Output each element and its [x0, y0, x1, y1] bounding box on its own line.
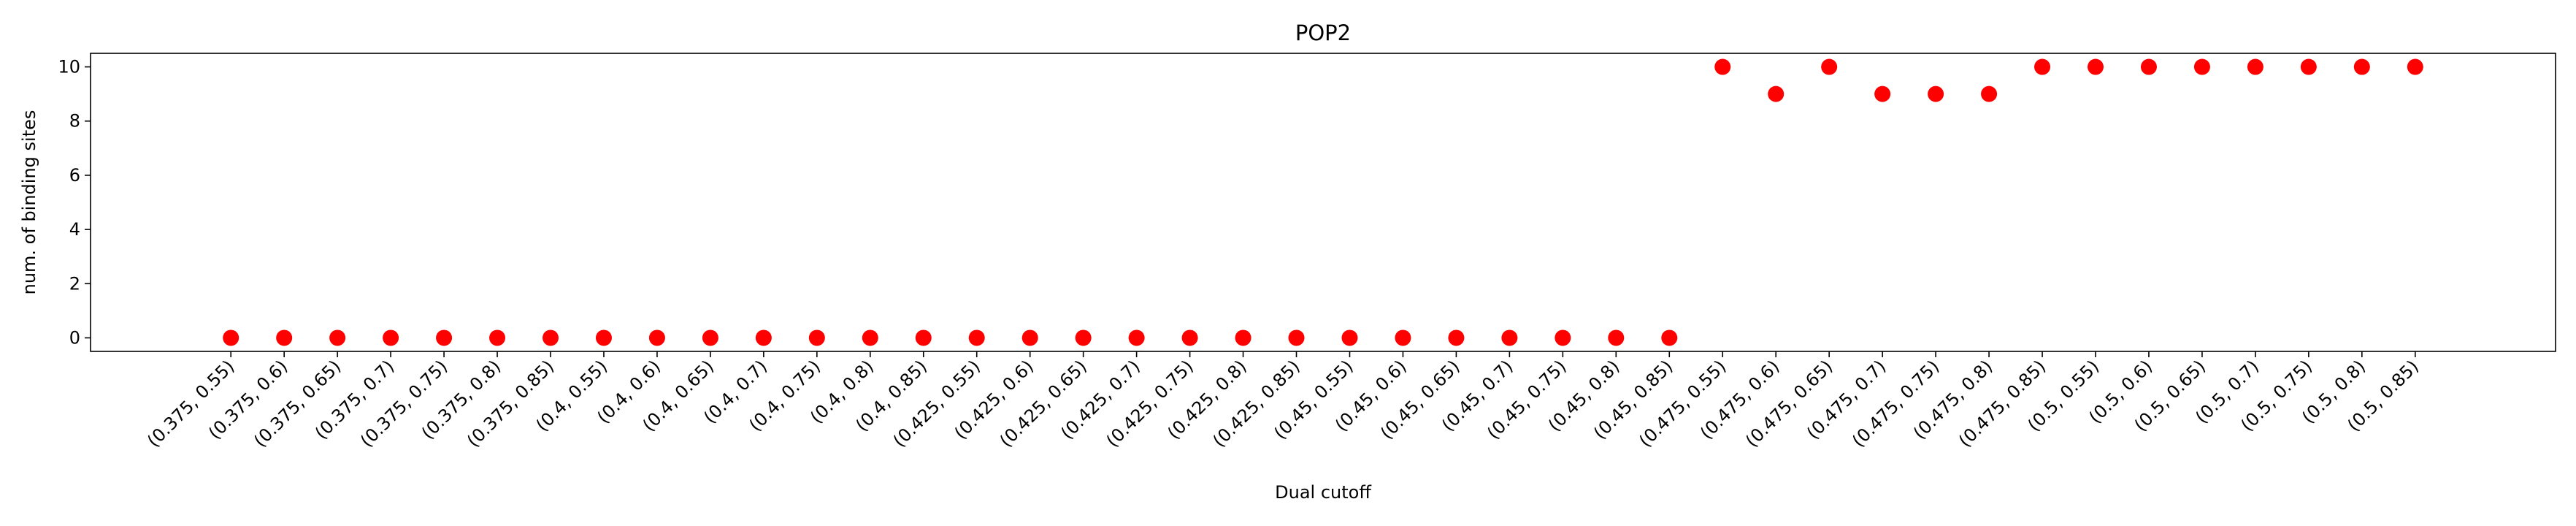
data-point	[1874, 85, 1891, 102]
data-point	[436, 329, 453, 346]
data-point	[1395, 329, 1411, 346]
data-point	[223, 329, 239, 346]
data-point	[1555, 329, 1571, 346]
chart-title: POP2	[1295, 20, 1351, 45]
data-point	[968, 329, 985, 346]
data-point	[2353, 58, 2370, 75]
data-point	[648, 329, 665, 346]
y-tick-label: 0	[69, 327, 80, 348]
data-point	[1714, 58, 1731, 75]
data-point	[2034, 58, 2051, 75]
data-point	[702, 329, 718, 346]
y-tick-label: 2	[69, 273, 80, 294]
data-point	[1821, 58, 1838, 75]
data-point	[1661, 329, 1678, 346]
data-point	[1608, 329, 1625, 346]
y-tick-label: 4	[69, 219, 80, 240]
y-tick-label: 6	[69, 165, 80, 186]
data-point	[2247, 58, 2263, 75]
data-point	[755, 329, 772, 346]
y-axis-label: num. of binding sites	[19, 110, 39, 295]
data-points	[223, 58, 2423, 346]
x-axis-label: Dual cutoff	[1275, 482, 1371, 503]
data-point	[595, 329, 612, 346]
data-point	[1021, 329, 1038, 346]
data-point	[808, 329, 825, 346]
data-point	[329, 329, 346, 346]
data-point	[1501, 329, 1518, 346]
data-point	[383, 329, 399, 346]
data-point	[2140, 58, 2157, 75]
data-point	[1235, 329, 1251, 346]
y-tick-label: 8	[69, 111, 80, 132]
data-point	[2087, 58, 2104, 75]
data-point	[862, 329, 878, 346]
data-point	[1288, 329, 1305, 346]
data-point	[276, 329, 293, 346]
data-point	[1448, 329, 1465, 346]
data-point	[489, 329, 506, 346]
data-point	[543, 329, 559, 346]
y-tick-label: 10	[58, 57, 80, 77]
data-point	[2300, 58, 2317, 75]
plot-area-frame	[90, 53, 2556, 352]
data-point	[2407, 58, 2423, 75]
data-point	[1128, 329, 1145, 346]
data-point	[1181, 329, 1198, 346]
data-point	[1075, 329, 1092, 346]
data-point	[2193, 58, 2210, 75]
data-point	[915, 329, 932, 346]
data-point	[1341, 329, 1358, 346]
data-point	[1928, 85, 1944, 102]
data-point	[1981, 85, 1998, 102]
y-axis: 0 2 4 6 8 10	[58, 57, 91, 348]
data-point	[1768, 85, 1785, 102]
